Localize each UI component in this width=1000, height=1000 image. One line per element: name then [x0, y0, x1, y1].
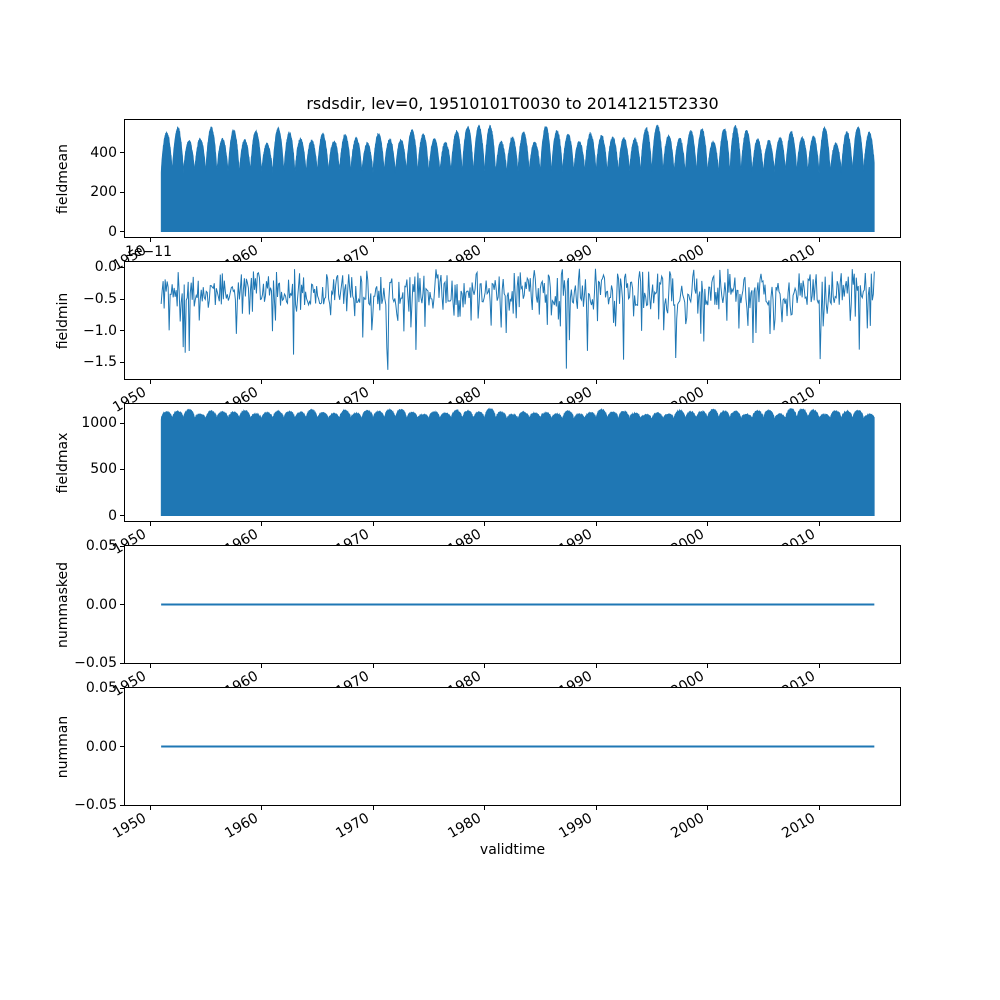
fieldmax-series	[160, 407, 875, 516]
x-tick-mark	[149, 664, 151, 668]
x-tick-mark	[818, 238, 820, 242]
x-tick-mark	[149, 238, 151, 242]
fieldmin-series	[160, 268, 875, 370]
x-tick-mark	[818, 806, 820, 810]
x-tick-mark	[707, 238, 708, 242]
x-tick-mark	[261, 522, 262, 526]
x-tick-mark	[372, 522, 374, 526]
numman-ytick-label: 0.00	[85, 738, 117, 755]
x-axis-label: validtime	[479, 842, 546, 858]
x-tick-mark	[261, 238, 262, 242]
y-tick-mark	[120, 422, 124, 424]
fieldmin-ytick-label: 0.0	[94, 259, 117, 276]
fieldmin-offset-text: 1e−11	[125, 244, 173, 260]
subplot-numman	[124, 687, 901, 806]
fieldmax-ytick-label: 0	[108, 507, 117, 524]
fieldmax-ytick-label: 500	[90, 461, 117, 478]
fieldmean-ytick-label: 200	[90, 184, 117, 201]
x-tick-mark	[484, 380, 485, 384]
numman-xtick-label: 1990	[556, 810, 596, 842]
y-tick-mark	[120, 468, 124, 470]
y-tick-mark	[120, 545, 124, 547]
x-tick-mark	[484, 522, 485, 526]
numman-xtick-label: 1950	[110, 810, 150, 842]
x-tick-mark	[372, 664, 374, 668]
x-tick-mark	[595, 664, 597, 668]
x-tick-mark	[372, 238, 374, 242]
x-tick-mark	[707, 380, 708, 384]
y-tick-mark	[120, 191, 124, 193]
x-tick-mark	[372, 380, 374, 384]
x-tick-mark	[484, 806, 485, 810]
fieldmin-ytick-label: −1.0	[83, 322, 117, 339]
x-tick-mark	[261, 380, 262, 384]
nummasked-ytick-label: 0.00	[85, 596, 117, 613]
numman-ytick-label: 0.05	[85, 680, 117, 696]
x-tick-mark	[707, 806, 708, 810]
fieldmin-y-axis-label: fieldmin	[55, 292, 71, 349]
x-tick-mark	[484, 238, 485, 242]
x-tick-mark	[595, 806, 597, 810]
x-tick-mark	[707, 664, 708, 668]
y-tick-mark	[120, 152, 124, 154]
x-tick-mark	[818, 522, 820, 526]
x-tick-mark	[484, 664, 485, 668]
numman-xtick-label: 2000	[668, 810, 707, 842]
fieldmean-ytick-label: 0	[108, 223, 117, 240]
numman-y-axis-label: numman	[55, 715, 71, 778]
x-tick-mark	[261, 806, 262, 810]
x-tick-mark	[818, 664, 820, 668]
x-tick-mark	[149, 806, 151, 810]
fieldmax-y-axis-label: fieldmax	[55, 432, 71, 493]
fieldmean-series	[160, 124, 875, 232]
y-tick-mark	[120, 231, 124, 233]
x-tick-mark	[595, 380, 597, 384]
y-tick-mark	[120, 687, 124, 689]
x-tick-mark	[149, 380, 151, 384]
y-tick-mark	[120, 298, 124, 300]
fieldmean-plot-area	[160, 124, 875, 232]
x-tick-mark	[595, 522, 597, 526]
fieldmean-y-axis-label: fieldmean	[55, 143, 71, 214]
y-tick-mark	[120, 662, 124, 664]
nummasked-y-axis-label: nummasked	[55, 561, 71, 648]
fieldmin-plot-area	[160, 268, 875, 370]
fieldmax-plot-area	[160, 407, 875, 516]
x-tick-mark	[818, 380, 820, 384]
y-tick-mark	[120, 604, 124, 605]
numman-xtick-label: 1970	[333, 810, 373, 842]
y-tick-mark	[120, 746, 124, 747]
fieldmin-ytick-label: −0.5	[83, 291, 117, 307]
y-tick-mark	[120, 361, 124, 363]
numman-xtick-label: 2010	[779, 810, 819, 842]
subplot-fieldmean	[124, 119, 901, 238]
x-tick-mark	[261, 664, 262, 668]
x-tick-mark	[707, 522, 708, 526]
nummasked-ytick-label: 0.05	[85, 538, 117, 554]
subplot-nummasked	[124, 545, 901, 664]
y-tick-mark	[120, 804, 124, 806]
fieldmax-ytick-label: 1000	[81, 415, 117, 432]
fieldmin-ytick-label: −1.5	[83, 354, 117, 371]
nummasked-plot-area	[161, 603, 875, 606]
x-tick-mark	[595, 238, 597, 242]
numman-ytick-label: −0.05	[74, 797, 117, 813]
y-tick-mark	[120, 515, 124, 517]
fieldmean-ytick-label: 400	[90, 144, 117, 161]
x-tick-mark	[149, 522, 151, 526]
subplot-fieldmin	[124, 261, 901, 380]
x-tick-mark	[372, 806, 374, 810]
figure-title: rsdsdir, lev=0, 19510101T0030 to 2014121…	[306, 94, 719, 113]
numman-xtick-label: 1980	[445, 810, 484, 842]
subplot-fieldmax	[124, 403, 901, 522]
numman-plot-area	[161, 745, 875, 748]
y-tick-mark	[120, 330, 124, 332]
y-tick-mark	[120, 266, 124, 268]
nummasked-ytick-label: −0.05	[74, 655, 117, 671]
numman-xtick-label: 1960	[222, 810, 261, 842]
